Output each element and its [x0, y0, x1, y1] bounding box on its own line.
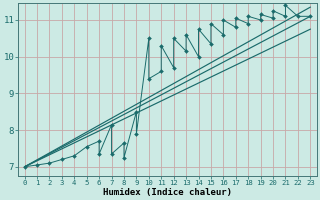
X-axis label: Humidex (Indice chaleur): Humidex (Indice chaleur) — [103, 188, 232, 197]
